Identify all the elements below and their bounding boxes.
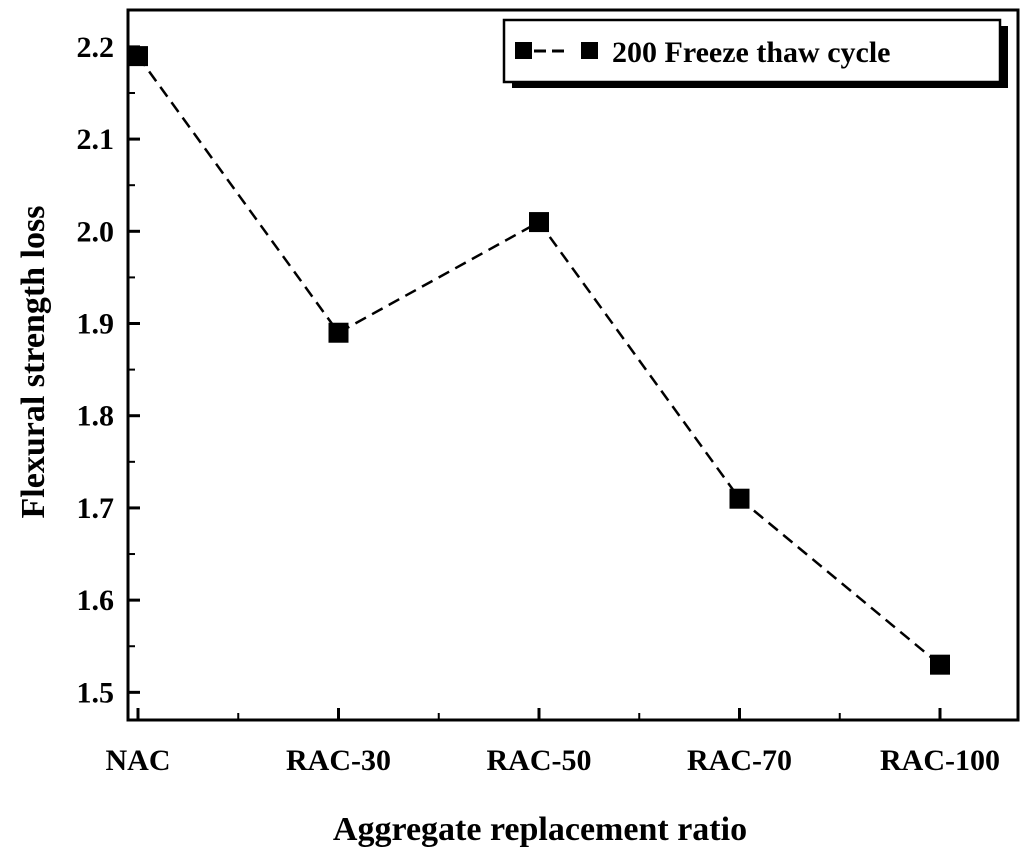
- legend: 200 Freeze thaw cycle: [502, 18, 1008, 88]
- y-axis: 1.5 1.6 1.7 1.8 1.9 2.0 2.1 2.2: [77, 31, 140, 709]
- data-point-marker: [729, 488, 750, 509]
- data-point-marker: [128, 46, 148, 67]
- y-tick-label: 2.1: [77, 123, 115, 156]
- y-tick-label: 1.9: [77, 308, 115, 341]
- y-tick-label: 2.2: [77, 31, 115, 64]
- y-tick-label: 1.7: [77, 492, 115, 525]
- data-point-marker: [328, 322, 349, 343]
- data-point-marker: [529, 212, 549, 233]
- y-tick-label: 2.0: [77, 215, 115, 248]
- x-tick-label: RAC-30: [286, 744, 391, 777]
- x-tick-label: RAC-70: [687, 744, 792, 777]
- series-line: [136, 55, 941, 666]
- legend-marker-right: [581, 42, 598, 59]
- x-tick-label: RAC-50: [487, 744, 592, 777]
- series-layer: [128, 46, 950, 675]
- data-point-marker: [930, 654, 950, 675]
- x-tick-label: RAC-100: [880, 744, 1000, 777]
- legend-series-label: 200 Freeze thaw cycle: [612, 36, 890, 69]
- y-axis-title: Flexural strength loss: [15, 206, 52, 519]
- plot-frame: [126, 8, 1020, 722]
- x-axis: NAC RAC-30 RAC-50 RAC-70 RAC-100: [106, 708, 1000, 777]
- x-tick-label: NAC: [106, 744, 171, 777]
- y-tick-label: 1.8: [77, 400, 115, 433]
- y-tick-label: 1.5: [77, 676, 115, 709]
- y-tick-label: 1.6: [77, 584, 115, 617]
- x-axis-title: Aggregate replacement ratio: [333, 811, 747, 848]
- legend-marker-left: [515, 42, 532, 59]
